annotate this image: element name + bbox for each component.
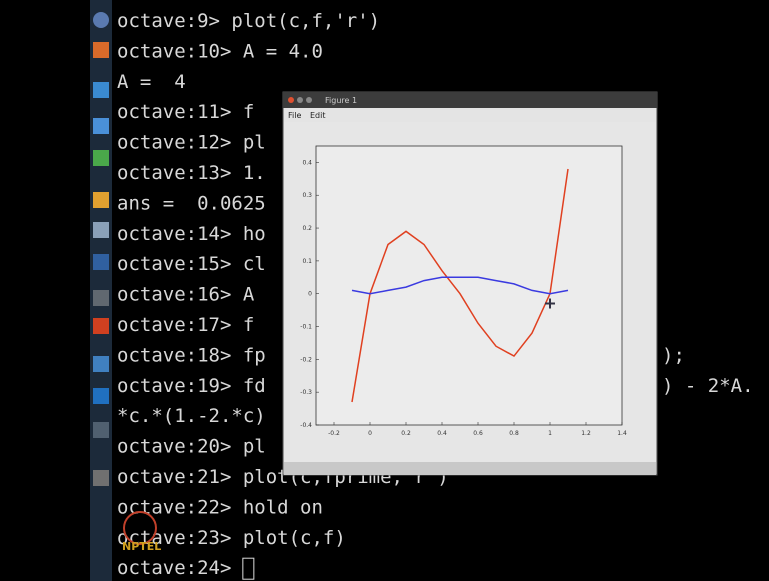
y-tick-label: -0.4 (300, 422, 312, 429)
x-tick-label: 0 (368, 430, 372, 437)
y-tick-label: 0.3 (302, 192, 312, 199)
close-button[interactable] (288, 97, 294, 103)
dock-icon[interactable] (93, 290, 109, 306)
y-tick-label: -0.3 (300, 389, 312, 396)
x-tick-label: 1.4 (617, 430, 627, 437)
y-tick-label: 0.2 (302, 225, 312, 232)
dock-icon[interactable] (93, 118, 109, 134)
x-tick-label: 0.6 (473, 430, 483, 437)
dock-icon[interactable] (93, 12, 109, 28)
terminal-line: *c.*(1.-2.*c) (117, 405, 266, 427)
x-tick-label: 1.2 (581, 430, 591, 437)
dock-icon[interactable] (93, 222, 109, 238)
dock-icon[interactable] (93, 356, 109, 372)
terminal-line: octave:16> A (117, 284, 255, 306)
dock-icon[interactable] (93, 82, 109, 98)
dock-icon[interactable] (93, 150, 109, 166)
terminal-line: A = 4 (117, 71, 186, 93)
x-tick-label: 0.2 (401, 430, 411, 437)
terminal-line: octave:13> 1. (117, 162, 266, 184)
terminal-line: octave:18> fp (117, 344, 266, 366)
dock-icon[interactable] (93, 388, 109, 404)
terminal-line: ans = 0.0625 (117, 192, 266, 214)
y-tick-label: 0 (308, 291, 312, 298)
screen: octave:9> plot(c,f,'r') octave:10> A = 4.… (0, 0, 769, 581)
terminal-line: octave:12> pl (117, 132, 266, 154)
x-tick-label: 1 (548, 430, 552, 437)
dock-icon[interactable] (93, 192, 109, 208)
figure-window: Figure 1 File Edit (283, 92, 657, 475)
menu-item[interactable]: File (288, 111, 301, 120)
terminal-line: octave:9> plot(c,f,'r') (117, 10, 380, 32)
y-tick-label: 0.1 (302, 258, 312, 265)
page: {"terminal": {"lines": [ {"text": "octav… (0, 0, 769, 581)
terminal-line: octave:17> f (117, 314, 254, 336)
dock (90, 0, 112, 581)
y-tick-label: -0.2 (300, 356, 312, 363)
terminal-line: octave:10> A = 4.0 (117, 40, 323, 62)
terminal-line-tail: ); (662, 344, 685, 366)
terminal-line: octave:11> f (117, 101, 254, 123)
menu-item[interactable]: Edit (310, 111, 326, 120)
terminal-line: octave:14> ho (117, 223, 266, 245)
status-bar (284, 462, 656, 475)
terminal-line-tail: ) - 2*A. (662, 375, 754, 397)
dock-icon[interactable] (93, 42, 109, 58)
dock-icon[interactable] (93, 470, 109, 486)
x-tick-label: -0.2 (328, 430, 340, 437)
terminal-line: octave:19> fd (117, 375, 266, 397)
x-tick-label: 0.8 (509, 430, 519, 437)
x-tick-label: 0.4 (437, 430, 447, 437)
window-title: Figure 1 (325, 96, 357, 105)
terminal-line: octave:20> pl (117, 436, 266, 458)
dock-icon[interactable] (93, 254, 109, 270)
minimize-button[interactable] (297, 97, 303, 103)
dock-icon[interactable] (93, 422, 109, 438)
menu-bar (284, 108, 656, 122)
maximize-button[interactable] (306, 97, 312, 103)
logo-text: NPTEL (122, 540, 161, 553)
terminal-line: octave:24> (117, 557, 243, 579)
y-tick-label: 0.4 (302, 159, 312, 166)
terminal-line: octave:15> cl (117, 253, 266, 275)
axes-box (316, 146, 622, 425)
dock-icon[interactable] (93, 318, 109, 334)
y-tick-label: -0.1 (300, 324, 312, 331)
